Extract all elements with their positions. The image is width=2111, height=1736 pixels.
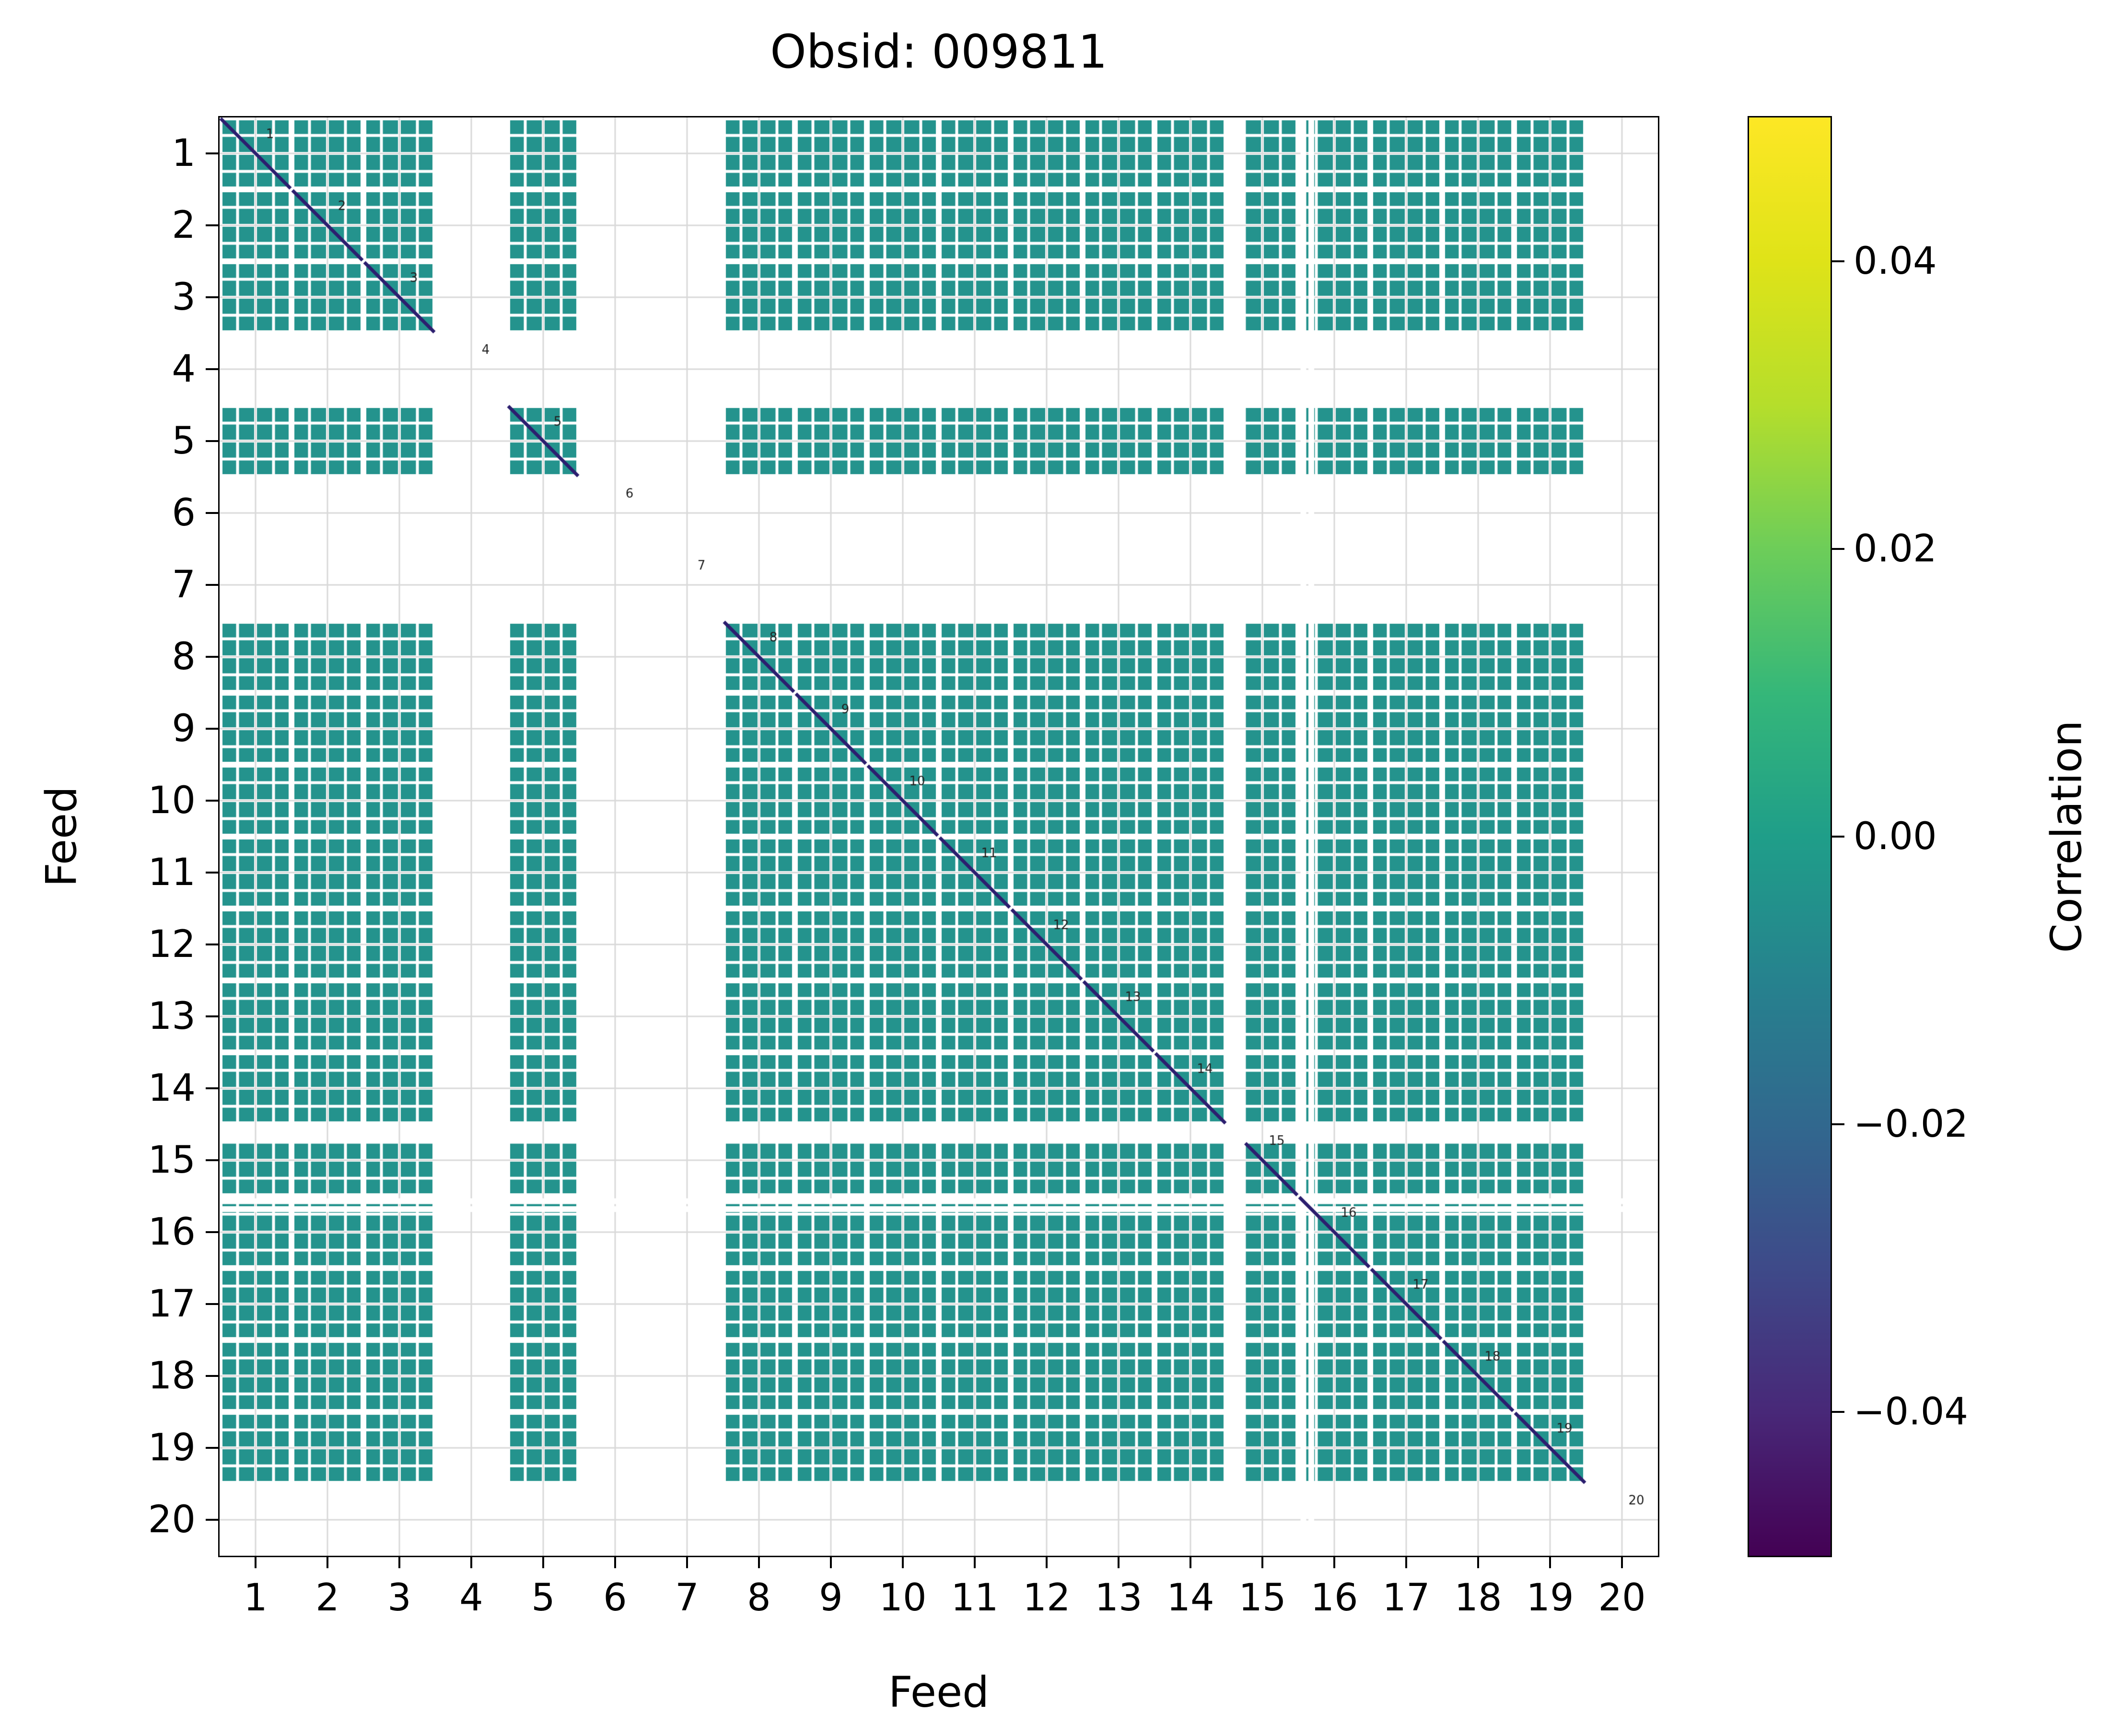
x-tick-mark bbox=[974, 1556, 976, 1568]
x-tick-label: 10 bbox=[879, 1576, 927, 1619]
colorbar-tick-mark bbox=[1832, 260, 1844, 262]
x-tick-label: 9 bbox=[819, 1576, 843, 1619]
y-tick-mark bbox=[206, 944, 218, 945]
y-tick-label: 9 bbox=[172, 707, 196, 750]
y-tick-mark bbox=[206, 1519, 218, 1521]
x-tick-label: 17 bbox=[1382, 1576, 1430, 1619]
heatmap-canvas bbox=[220, 117, 1658, 1556]
x-tick-mark bbox=[1118, 1556, 1120, 1568]
colorbar-label: Correlation bbox=[2041, 720, 2091, 953]
x-tick-mark bbox=[758, 1556, 760, 1568]
y-tick-mark bbox=[206, 440, 218, 442]
y-tick-mark bbox=[206, 1303, 218, 1305]
plot-area bbox=[218, 116, 1659, 1557]
x-tick-label: 13 bbox=[1095, 1576, 1143, 1619]
x-tick-mark bbox=[902, 1556, 904, 1568]
y-tick-label: 11 bbox=[148, 851, 196, 894]
y-tick-label: 2 bbox=[172, 204, 196, 247]
x-tick-label: 7 bbox=[675, 1576, 699, 1619]
y-tick-mark bbox=[206, 368, 218, 370]
y-tick-mark bbox=[206, 800, 218, 802]
chart-title: Obsid: 009811 bbox=[770, 25, 1108, 79]
x-tick-mark bbox=[1333, 1556, 1335, 1568]
colorbar-tick-label: −0.02 bbox=[1854, 1103, 1969, 1146]
colorbar-tick-mark bbox=[1832, 548, 1844, 550]
y-tick-mark bbox=[206, 1231, 218, 1233]
colorbar-tick-label: 0.00 bbox=[1854, 815, 1937, 858]
x-tick-mark bbox=[686, 1556, 688, 1568]
x-tick-mark bbox=[1477, 1556, 1479, 1568]
x-tick-mark bbox=[542, 1556, 544, 1568]
y-axis-label: Feed bbox=[36, 786, 86, 887]
x-tick-mark bbox=[830, 1556, 832, 1568]
y-tick-mark bbox=[206, 152, 218, 154]
x-tick-label: 15 bbox=[1238, 1576, 1286, 1619]
x-tick-mark bbox=[1549, 1556, 1551, 1568]
y-tick-label: 1 bbox=[172, 132, 196, 175]
y-tick-label: 15 bbox=[148, 1139, 196, 1182]
y-tick-mark bbox=[206, 584, 218, 586]
y-tick-label: 18 bbox=[148, 1354, 196, 1398]
x-tick-label: 18 bbox=[1454, 1576, 1502, 1619]
y-tick-label: 5 bbox=[172, 419, 196, 463]
colorbar-tick-label: 0.02 bbox=[1854, 527, 1937, 571]
x-tick-label: 19 bbox=[1526, 1576, 1574, 1619]
x-tick-mark bbox=[1190, 1556, 1191, 1568]
y-tick-label: 7 bbox=[172, 563, 196, 606]
y-tick-label: 4 bbox=[172, 348, 196, 391]
y-tick-mark bbox=[206, 1375, 218, 1377]
y-tick-label: 3 bbox=[172, 276, 196, 319]
y-tick-label: 8 bbox=[172, 635, 196, 678]
y-tick-label: 14 bbox=[148, 1067, 196, 1110]
x-tick-label: 2 bbox=[315, 1576, 339, 1619]
x-tick-label: 14 bbox=[1166, 1576, 1214, 1619]
y-tick-label: 19 bbox=[148, 1426, 196, 1469]
y-tick-mark bbox=[206, 1087, 218, 1089]
x-tick-label: 11 bbox=[951, 1576, 999, 1619]
y-tick-label: 6 bbox=[172, 491, 196, 535]
x-tick-label: 1 bbox=[244, 1576, 268, 1619]
x-tick-label: 3 bbox=[387, 1576, 411, 1619]
y-tick-label: 12 bbox=[148, 923, 196, 966]
y-tick-label: 10 bbox=[148, 779, 196, 822]
x-tick-label: 6 bbox=[603, 1576, 627, 1619]
y-tick-label: 17 bbox=[148, 1282, 196, 1326]
y-tick-mark bbox=[206, 656, 218, 658]
y-tick-mark bbox=[206, 512, 218, 514]
x-tick-mark bbox=[255, 1556, 257, 1568]
x-tick-label: 20 bbox=[1598, 1576, 1646, 1619]
x-tick-mark bbox=[1046, 1556, 1048, 1568]
y-tick-mark bbox=[206, 872, 218, 874]
x-tick-label: 8 bbox=[747, 1576, 771, 1619]
x-tick-label: 12 bbox=[1023, 1576, 1071, 1619]
x-tick-mark bbox=[614, 1556, 616, 1568]
y-tick-label: 20 bbox=[148, 1498, 196, 1541]
y-tick-mark bbox=[206, 1447, 218, 1449]
x-tick-mark bbox=[327, 1556, 328, 1568]
colorbar-tick-label: 0.04 bbox=[1854, 240, 1937, 283]
x-axis-label: Feed bbox=[888, 1667, 989, 1717]
y-tick-label: 13 bbox=[148, 995, 196, 1038]
colorbar-gradient bbox=[1748, 116, 1832, 1557]
y-tick-mark bbox=[206, 1159, 218, 1161]
x-tick-mark bbox=[398, 1556, 400, 1568]
y-tick-label: 16 bbox=[148, 1211, 196, 1254]
colorbar-tick-mark bbox=[1832, 1411, 1844, 1413]
x-tick-mark bbox=[1261, 1556, 1263, 1568]
colorbar-tick-mark bbox=[1832, 836, 1844, 838]
x-tick-mark bbox=[1621, 1556, 1623, 1568]
colorbar-tick-label: −0.04 bbox=[1854, 1390, 1969, 1433]
x-tick-mark bbox=[470, 1556, 472, 1568]
x-tick-mark bbox=[1405, 1556, 1407, 1568]
y-tick-mark bbox=[206, 1015, 218, 1017]
y-tick-mark bbox=[206, 296, 218, 298]
y-tick-mark bbox=[206, 224, 218, 226]
x-tick-label: 4 bbox=[459, 1576, 483, 1619]
x-tick-label: 5 bbox=[531, 1576, 555, 1619]
colorbar-tick-mark bbox=[1832, 1123, 1844, 1125]
y-tick-mark bbox=[206, 728, 218, 730]
x-tick-label: 16 bbox=[1310, 1576, 1358, 1619]
